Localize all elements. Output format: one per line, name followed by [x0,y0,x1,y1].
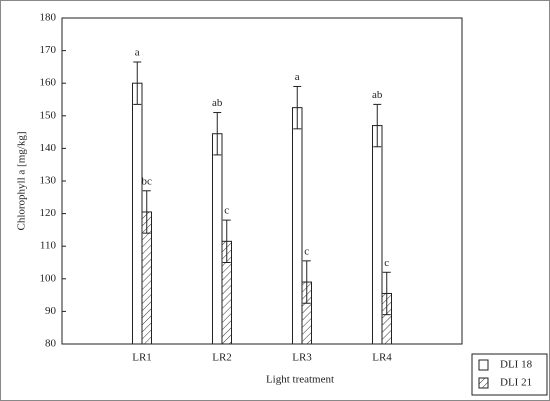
significance-letter: ab [212,97,223,109]
x-tick-label: LR2 [212,352,232,364]
y-tick-label: 100 [40,272,57,284]
y-tick-label: 150 [40,109,57,121]
x-axis-label: Light treatment [266,374,334,386]
significance-letter: bc [142,175,153,187]
legend-label: DLI 21 [500,377,532,389]
x-tick-label: LR4 [372,352,392,364]
y-tick-label: 170 [40,44,57,56]
x-tick-label: LR1 [132,352,152,364]
significance-letter: c [304,245,309,257]
legend-swatch [478,377,489,389]
significance-letter: c [384,257,389,269]
x-tick-label: LR3 [292,352,312,364]
significance-letter: c [224,205,229,217]
y-axis-label: Chlorophyll a [mg/kg] [16,132,28,231]
y-tick-label: 130 [40,175,57,187]
bar [372,125,383,345]
legend-label: DLI 18 [500,359,533,371]
legend-swatch [478,359,489,371]
bar [212,133,223,345]
y-tick-label: 160 [40,77,57,89]
y-tick-label: 180 [40,12,57,24]
significance-letter: a [135,47,140,59]
y-tick-label: 80 [45,338,57,350]
bar [292,107,303,345]
significance-letter: a [295,71,300,83]
significance-letter: ab [372,89,383,101]
y-tick-label: 140 [40,142,57,154]
y-tick-label: 120 [40,207,57,219]
y-tick-label: 90 [45,305,57,317]
bar [132,82,143,345]
y-tick-label: 110 [40,240,57,252]
